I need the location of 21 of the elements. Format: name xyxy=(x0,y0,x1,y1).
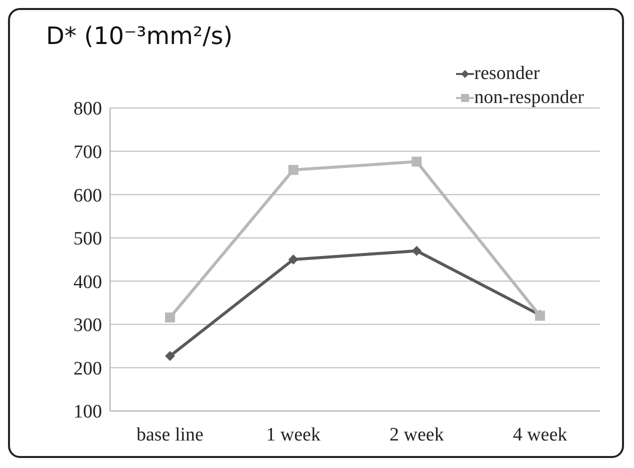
point xyxy=(412,156,422,167)
y-tick-label: 300 xyxy=(74,315,102,336)
y-tick-label: 100 xyxy=(74,402,102,423)
y-tick-label: 800 xyxy=(74,98,102,120)
x-tick-label: base line xyxy=(136,424,204,446)
y-tick-label: 600 xyxy=(74,185,102,206)
y-tick-label: 400 xyxy=(74,272,102,293)
x-tick-label: 1 week xyxy=(266,424,321,446)
y-tick-label: 200 xyxy=(74,358,102,380)
point xyxy=(165,351,175,362)
legend-label: non-responder xyxy=(474,87,584,109)
x-tick-label: 2 week xyxy=(389,424,444,446)
point xyxy=(288,254,298,264)
point xyxy=(412,246,422,256)
y-tick-label: 500 xyxy=(74,228,102,250)
legend-label: resonder xyxy=(474,63,540,85)
chart-title: D* (10⁻³mm²/s) xyxy=(46,22,233,50)
y-tick-label: 700 xyxy=(74,142,102,164)
point xyxy=(288,164,298,175)
x-tick-label: 4 week xyxy=(512,424,568,446)
point xyxy=(165,312,175,323)
